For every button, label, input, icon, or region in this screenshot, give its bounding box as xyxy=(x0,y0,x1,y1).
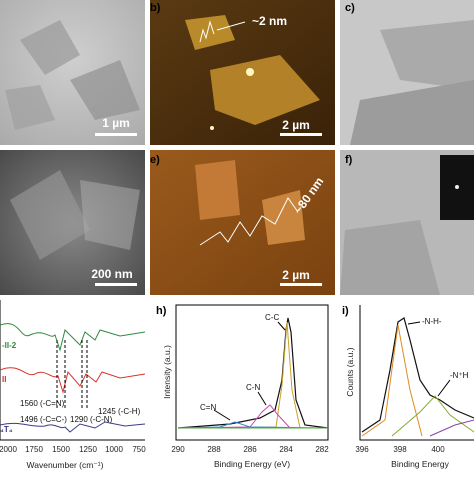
afm-image xyxy=(150,150,335,295)
panel-e: e) ~80 nm 2 µm xyxy=(150,150,335,295)
fit-peak xyxy=(177,421,329,429)
sheet xyxy=(340,220,440,295)
scale-bar xyxy=(280,133,322,136)
x-tick-label: 286 xyxy=(243,445,257,454)
x-tick-label: 750 xyxy=(132,445,146,454)
series-label: II xyxy=(2,375,6,384)
particle xyxy=(210,126,214,130)
peak-label: C-C xyxy=(265,313,279,322)
spectrum xyxy=(0,323,146,352)
particle xyxy=(262,190,305,245)
spectrum xyxy=(361,317,474,433)
particle xyxy=(195,160,240,220)
x-tick-label: 396 xyxy=(355,445,369,454)
height-profile xyxy=(199,20,215,43)
x-axis-label: Binding Energy xyxy=(391,459,449,469)
y-axis-label: Counts (a.u.) xyxy=(345,347,355,396)
peak-label: -N⁺H xyxy=(450,371,469,380)
arrow xyxy=(213,409,231,421)
panel-label: c) xyxy=(345,2,355,14)
particle xyxy=(246,68,254,76)
scale-label: 200 nm xyxy=(91,267,132,281)
panel-i: i) -N-H- -N⁺H Counts (a.u.) 396 398 400 … xyxy=(342,305,474,469)
panel-label: e) xyxy=(150,154,160,166)
arrow xyxy=(216,21,246,31)
flake xyxy=(210,55,320,125)
fit-peak xyxy=(177,321,328,429)
spectrum xyxy=(0,421,146,433)
scale-bar xyxy=(280,283,322,286)
diffraction-spot xyxy=(455,185,459,189)
peak-label: C=N xyxy=(200,403,216,412)
x-tick-label: 1500 xyxy=(52,445,70,454)
peak-label: C-N xyxy=(246,383,260,392)
panel-f: f) xyxy=(340,150,474,295)
x-tick-label: 398 xyxy=(393,445,407,454)
arrow xyxy=(437,379,451,397)
x-tick-label: 1000 xyxy=(105,445,123,454)
series-label: ₄T₄ xyxy=(0,425,13,434)
x-tick-label: 400 xyxy=(431,445,445,454)
plot-frame xyxy=(359,305,474,441)
flake xyxy=(185,15,235,50)
scale-bar xyxy=(95,283,137,286)
x-tick-label: 290 xyxy=(171,445,185,454)
fit-peak xyxy=(361,324,423,437)
peak-label: -N-H- xyxy=(422,317,442,326)
panel-a: 1 µm xyxy=(0,0,145,145)
scale-label: 2 µm xyxy=(282,268,310,282)
x-tick-label: 288 xyxy=(207,445,221,454)
panel-label: i) xyxy=(342,305,349,317)
x-tick-label: 1250 xyxy=(79,445,97,454)
height-label: ~2 nm xyxy=(252,14,287,28)
arrow xyxy=(277,321,286,331)
sheet xyxy=(80,180,140,250)
arrow xyxy=(407,321,421,325)
panel-label: h) xyxy=(156,305,167,317)
fit-peak xyxy=(391,395,474,437)
panel-h: h) C-C C-N C=N Intensity (a.u.) 290 288 … xyxy=(156,304,329,469)
sheet xyxy=(10,170,90,260)
panel-label: f) xyxy=(345,154,353,166)
panel-g: -II-2 II ₄T₄ 1560 (-C=N) 1496 (-C=C-) 12… xyxy=(0,300,146,470)
scale-bar xyxy=(95,133,137,136)
height-profile xyxy=(199,197,299,246)
fit-peak xyxy=(429,419,474,437)
scale-label: 1 µm xyxy=(102,116,130,130)
x-axis-label: Wavenumber (cm⁻¹) xyxy=(27,460,104,470)
flake xyxy=(380,20,474,90)
x-axis-label: Binding Energy (eV) xyxy=(214,459,290,469)
panel-label: b) xyxy=(150,2,161,14)
annotation: 1245 (-C-H) xyxy=(98,407,141,416)
flake xyxy=(70,60,140,120)
arrow xyxy=(257,391,267,406)
x-tick-label: 2000 xyxy=(0,445,17,454)
scale-label: 2 µm xyxy=(282,118,310,132)
flake xyxy=(350,80,474,145)
annotation: 1560 (-C=N) xyxy=(20,399,65,408)
spectrum xyxy=(0,367,146,394)
plot-frame xyxy=(175,304,329,441)
panel-c: c) xyxy=(340,0,474,145)
x-tick-label: 284 xyxy=(279,445,293,454)
panel-d: 200 nm xyxy=(0,150,145,295)
x-tick-label: 1750 xyxy=(25,445,43,454)
flake xyxy=(5,85,55,130)
annotation: 1496 (-C=C-) xyxy=(20,415,67,424)
flake xyxy=(20,20,80,75)
series-label: -II-2 xyxy=(2,341,17,350)
y-axis-label: Intensity (a.u.) xyxy=(162,345,172,399)
x-tick-label: 282 xyxy=(315,445,329,454)
panel-b: b) ~2 nm 2 µm xyxy=(150,0,335,145)
annotation: 1290 (-C-N) xyxy=(70,415,113,424)
